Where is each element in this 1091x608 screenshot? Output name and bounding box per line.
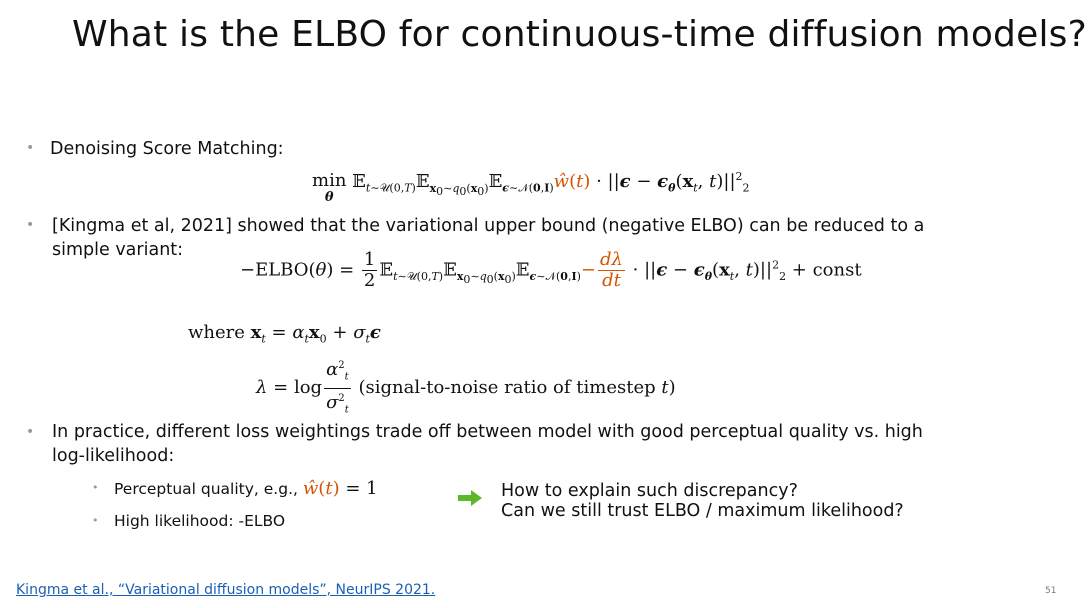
bullet-kingma-line2: simple variant:: [52, 240, 184, 260]
bullet-dot: •: [26, 424, 35, 440]
bullet-denoising: Denoising Score Matching:: [50, 139, 284, 159]
lambda-definition: λ = log α2t σ2t (signal-to-noise ratio of …: [256, 356, 676, 420]
bullet-kingma-line1: [Kingma et al, 2021] showed that the var…: [52, 216, 925, 236]
sub-bullet-dot: •: [92, 514, 99, 527]
slide-title: What is the ELBO for continuous-time dif…: [72, 14, 1087, 55]
xt-definition: where xt = αtx0 + σtϵ: [188, 322, 381, 346]
reference-link[interactable]: Kingma et al., “Variational diffusion mo…: [16, 582, 436, 598]
bullet-dot: •: [26, 140, 35, 156]
page-number: 51: [1045, 586, 1057, 596]
sub-bullet-likelihood: High likelihood: -ELBO: [114, 512, 286, 530]
bullet-dot: •: [26, 217, 35, 233]
sub-bullet-dot: •: [92, 481, 99, 494]
sub-bullet-perceptual: Perceptual quality, e.g., ŵ(t) = 1: [114, 478, 378, 499]
elbo-equation: −ELBO(θ) = 1 2 𝔼t∼𝒰(0,T)𝔼x0∼q0(x0)𝔼ϵ∼𝒩(0,I…: [240, 249, 862, 291]
bullet-practice-line1: In practice, different loss weightings t…: [52, 422, 923, 442]
dsm-equation: min θ 𝔼t∼𝒰(0,T)𝔼x0∼q0(x0)𝔼ϵ∼𝒩(0,I)ŵ(t) · …: [312, 170, 750, 205]
right-arrow-icon: [458, 490, 482, 506]
question-trust-elbo: Can we still trust ELBO / maximum likeli…: [501, 501, 904, 521]
bullet-practice-line2: log-likelihood:: [52, 446, 175, 466]
question-discrepancy: How to explain such discrepancy?: [501, 481, 798, 501]
